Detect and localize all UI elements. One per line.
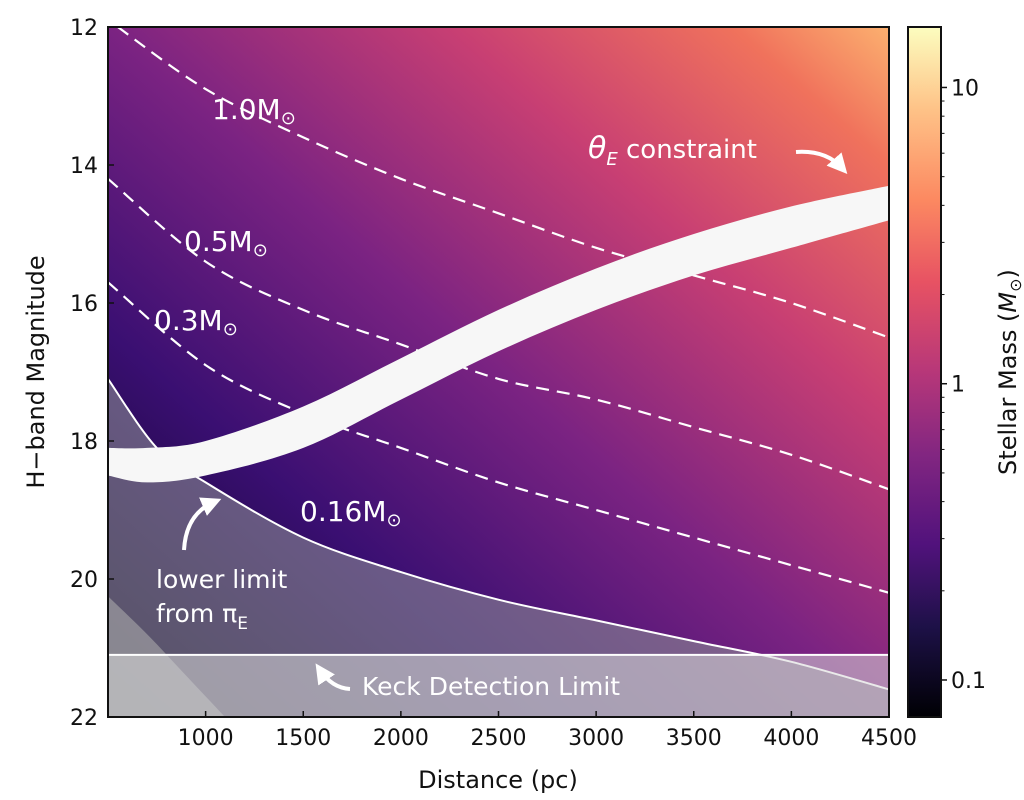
colorbar-fill xyxy=(907,26,942,718)
theta-e-annotation: θE constraint xyxy=(588,131,757,170)
theta-annotation-text: constraint xyxy=(618,135,757,165)
colorbar: 0.1 1 10 Stellar Mass (M⊙) xyxy=(907,26,1024,718)
x-tick-label: 1500 xyxy=(275,726,331,751)
x-tick-label: 2500 xyxy=(471,726,527,751)
y-tick-label: 20 xyxy=(70,568,98,593)
mass-contour-line-1 xyxy=(108,177,889,491)
y-axis-label: H−band Magnitude xyxy=(22,255,50,488)
x-tick-label: 3000 xyxy=(568,726,624,751)
sun-symbol: ⊙ xyxy=(281,108,296,129)
colorbar-label-unit: M xyxy=(994,292,1022,313)
sun-symbol: ⊙ xyxy=(253,240,268,261)
x-tick-label: 2000 xyxy=(373,726,429,751)
x-tick-label: 4000 xyxy=(763,726,819,751)
contour-label-0.16: 0.16M⊙ xyxy=(300,495,402,531)
excluded-region-below-pi-e xyxy=(108,378,889,717)
contour-label-text: 1.0M xyxy=(212,93,281,126)
svg-text:0.16M⊙: 0.16M⊙ xyxy=(300,495,402,531)
keck-undetectable-region xyxy=(108,654,889,717)
y-tick-label: 12 xyxy=(70,16,98,41)
colorbar-tick-label: 1 xyxy=(951,373,965,398)
sun-symbol: ⊙ xyxy=(387,510,402,531)
mass-contour-line-2 xyxy=(108,281,889,594)
y-tick-label: 14 xyxy=(70,154,98,179)
svg-text:1.0M⊙: 1.0M⊙ xyxy=(212,93,296,129)
theta-e-arrow xyxy=(795,149,848,174)
x-tick-label: 4500 xyxy=(861,726,917,751)
x-axis-label: Distance (pc) xyxy=(418,766,578,794)
x-tick-label: 1000 xyxy=(178,726,234,751)
lower-limit-annotation-line2: from πE xyxy=(156,599,248,634)
contour-label-text: 0.5M xyxy=(184,225,253,258)
mass-contour-line-0 xyxy=(117,27,889,339)
lower-limit-annotation-line1: lower limit xyxy=(156,565,287,594)
sun-symbol: ⊙ xyxy=(223,319,238,340)
contour-label-text: 0.16M xyxy=(300,495,387,528)
y-tick-label: 18 xyxy=(70,430,98,455)
y-tick-label: 22 xyxy=(70,706,98,731)
lower-limit-arrow xyxy=(182,497,222,551)
theta-e-constraint-band xyxy=(108,185,889,483)
svg-text:0.5M⊙: 0.5M⊙ xyxy=(184,225,268,261)
plot-area xyxy=(108,27,889,717)
y-tick-label: 16 xyxy=(70,292,98,317)
colorbar-ticks: 0.1 1 10 xyxy=(941,76,986,694)
x-axis: 1000 1500 2000 2500 3000 3500 4000 4500 xyxy=(178,711,917,751)
colorbar-label-sun: ⊙ xyxy=(1006,278,1024,291)
x-tick-label: 3500 xyxy=(666,726,722,751)
colorbar-tick-label: 10 xyxy=(951,76,979,101)
mass-contours xyxy=(108,27,889,594)
theta-symbol: θ xyxy=(588,131,606,166)
from-pi-text: from π xyxy=(156,599,237,628)
contour-label-1.0: 1.0M⊙ xyxy=(212,93,296,129)
colorbar-label: Stellar Mass (M⊙) xyxy=(994,269,1024,475)
y-axis: 12 14 16 18 20 22 xyxy=(70,16,114,731)
colorbar-label-close: ) xyxy=(994,269,1022,278)
contour-label-0.3: 0.3M⊙ xyxy=(154,304,238,340)
contour-label-0.5: 0.5M⊙ xyxy=(184,225,268,261)
svg-text:0.3M⊙: 0.3M⊙ xyxy=(154,304,238,340)
keck-annotation: Keck Detection Limit xyxy=(362,672,620,701)
contour-label-text: 0.3M xyxy=(154,304,223,337)
keck-arrow xyxy=(315,663,351,691)
pi-subscript: E xyxy=(237,614,248,634)
theta-subscript: E xyxy=(606,149,618,170)
colorbar-label-text: Stellar Mass ( xyxy=(994,313,1022,475)
colorbar-tick-label: 0.1 xyxy=(951,669,986,694)
